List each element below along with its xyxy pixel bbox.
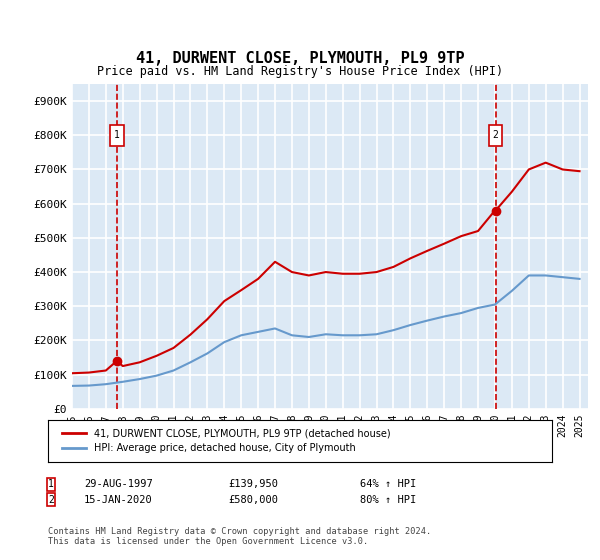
Text: 41, DURWENT CLOSE, PLYMOUTH, PL9 9TP: 41, DURWENT CLOSE, PLYMOUTH, PL9 9TP xyxy=(136,52,464,66)
Legend: 41, DURWENT CLOSE, PLYMOUTH, PL9 9TP (detached house), HPI: Average price, detac: 41, DURWENT CLOSE, PLYMOUTH, PL9 9TP (de… xyxy=(58,424,394,458)
Text: Price paid vs. HM Land Registry's House Price Index (HPI): Price paid vs. HM Land Registry's House … xyxy=(97,65,503,78)
FancyBboxPatch shape xyxy=(110,125,124,146)
FancyBboxPatch shape xyxy=(489,125,502,146)
Text: 1: 1 xyxy=(114,130,120,141)
Text: 1: 1 xyxy=(48,479,54,489)
Text: 2: 2 xyxy=(493,130,499,141)
Text: Contains HM Land Registry data © Crown copyright and database right 2024.
This d: Contains HM Land Registry data © Crown c… xyxy=(48,526,431,546)
Text: £580,000: £580,000 xyxy=(228,494,278,505)
Text: 15-JAN-2020: 15-JAN-2020 xyxy=(84,494,153,505)
Text: 29-AUG-1997: 29-AUG-1997 xyxy=(84,479,153,489)
Text: 2: 2 xyxy=(48,494,54,505)
Text: £139,950: £139,950 xyxy=(228,479,278,489)
Text: 64% ↑ HPI: 64% ↑ HPI xyxy=(360,479,416,489)
Text: 80% ↑ HPI: 80% ↑ HPI xyxy=(360,494,416,505)
